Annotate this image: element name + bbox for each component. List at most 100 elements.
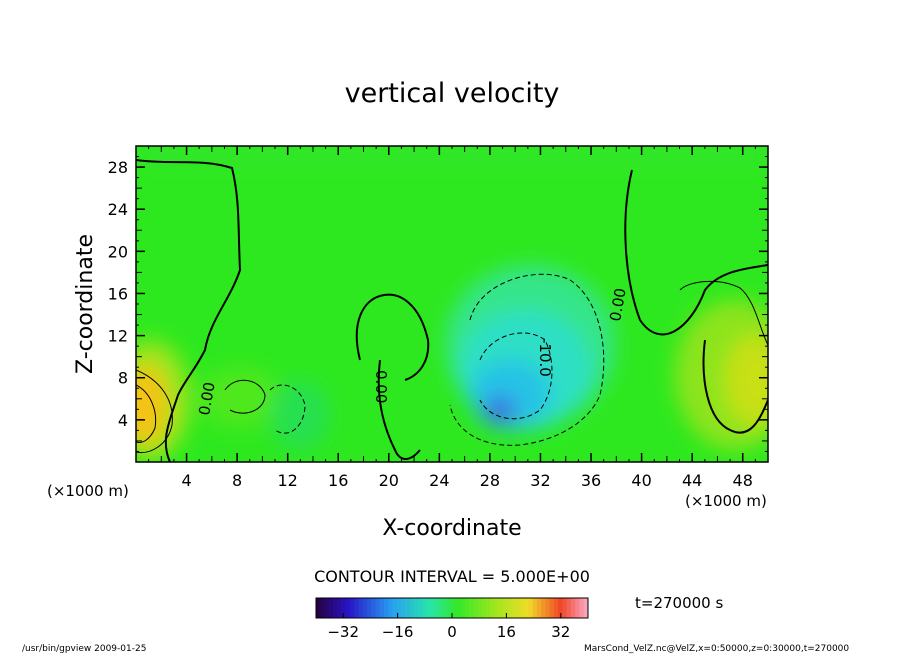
colorbar-cell [439, 598, 444, 618]
x-axis-label: X-coordinate [382, 516, 521, 541]
colorbar-cell [507, 598, 512, 618]
negative-contours [269, 273, 605, 446]
colorbar-cell [413, 598, 419, 618]
colorbar-cell [511, 598, 517, 618]
colorbar-cell [545, 598, 551, 618]
colorbar-cell [337, 598, 342, 618]
colorbar-cell [503, 598, 508, 618]
colorbar-cell [541, 598, 546, 618]
colorbar: −32 −16 0 16 32 [315, 597, 589, 641]
x-tick-label: 20 [379, 471, 399, 490]
colorbar-cell [401, 598, 406, 618]
colorbar-cell [405, 598, 410, 618]
x-tick-label: 4 [181, 471, 191, 490]
colorbar-cell [452, 598, 457, 618]
colorbar-cell [549, 598, 555, 618]
colorbar-tick-label: −16 [382, 623, 414, 641]
colorbar-cell [350, 598, 355, 618]
colorbar-cell [566, 598, 572, 618]
colorbar-cell [477, 598, 483, 618]
y-tick-label: 28 [108, 158, 128, 177]
colorbar-cell [558, 598, 563, 618]
colorbar-cell [367, 598, 372, 618]
colorbar-cell [571, 598, 576, 618]
contour-label-4: -10.0 [536, 338, 554, 377]
y-tick-label: 4 [118, 411, 128, 430]
colorbar-cell [354, 598, 359, 618]
x-tick-label: 12 [278, 471, 298, 490]
colorbar-cell [447, 598, 453, 618]
y-axis-ticks: 4 8 12 16 20 24 28 [108, 145, 768, 463]
colorbar-cell [333, 598, 338, 618]
colorbar-cell [520, 598, 525, 618]
time-label: t=270000 s [635, 594, 723, 612]
colorbar-cell [320, 598, 325, 618]
y-tick-label: 20 [108, 242, 128, 261]
x-tick-label: 28 [480, 471, 500, 490]
colorbar-cell [486, 598, 491, 618]
colorbar-cell [469, 598, 474, 618]
y-tick-label: 8 [118, 369, 128, 388]
colorbar-cell [443, 598, 449, 618]
contour-interval-text: CONTOUR INTERVAL = 5.000E+00 [314, 567, 590, 586]
colorbar-cell [494, 598, 500, 618]
footer-left: /usr/bin/gpview 2009-01-25 [22, 644, 146, 654]
contour-label-1: 0.00 [195, 381, 219, 417]
chart-title: vertical velocity [345, 78, 560, 109]
colorbar-cell [384, 598, 389, 618]
colorbar-cell [375, 598, 381, 618]
colorbar-cell [396, 598, 402, 618]
x-tick-label: 40 [631, 471, 651, 490]
colorbar-cell [362, 598, 368, 618]
x-tick-label: 16 [328, 471, 348, 490]
colorbar-cell [583, 598, 589, 618]
x-unit-left: (×1000 m) [47, 482, 129, 500]
colorbar-cell [418, 598, 423, 618]
x-tick-label: 32 [530, 471, 550, 490]
y-tick-label: 12 [108, 327, 128, 346]
y-axis-label: Z-coordinate [73, 234, 98, 374]
colorbar-cell [328, 598, 334, 618]
colorbar-cell [409, 598, 415, 618]
colorbar-cell [460, 598, 466, 618]
plot-area: 0.00 0.00 0.00 -10.0 [136, 146, 768, 462]
colorbar-cell [464, 598, 470, 618]
colorbar-tick-label: −32 [327, 623, 359, 641]
colorbar-cell [456, 598, 461, 618]
colorbar-cell [345, 598, 351, 618]
colorbar-cell [498, 598, 504, 618]
colorbar-tick-label: 0 [447, 623, 457, 641]
x-tick-label: 8 [232, 471, 242, 490]
colorbar-cell [422, 598, 427, 618]
colorbar-cell [316, 598, 321, 618]
positive-contours [136, 280, 768, 454]
colorbar-cell [490, 598, 495, 618]
colorbar-cell [554, 598, 559, 618]
colorbar-cell [473, 598, 478, 618]
colorbar-cell [579, 598, 585, 618]
colorbar-cell [392, 598, 398, 618]
colorbar-cell [575, 598, 580, 618]
colorbar-cell [524, 598, 529, 618]
colorbar-cell [358, 598, 364, 618]
x-tick-label: 48 [733, 471, 753, 490]
colorbar-cell [324, 598, 330, 618]
colorbar-tick-label: 32 [551, 623, 570, 641]
contour-label-2: 0.00 [372, 370, 390, 403]
x-tick-label: 24 [429, 471, 449, 490]
colorbar-cell [426, 598, 432, 618]
colorbar-cell [435, 598, 440, 618]
x-tick-label: 36 [581, 471, 601, 490]
footer-right: MarsCond_VelZ.nc@VelZ,x=0:50000,z=0:3000… [584, 644, 849, 654]
colorbar-cell [515, 598, 521, 618]
y-unit-right: (×1000 m) [685, 492, 767, 510]
colorbar-cell [371, 598, 376, 618]
colorbar-cell [430, 598, 436, 618]
colorbar-tick-label: 16 [497, 623, 516, 641]
y-tick-label: 24 [108, 200, 128, 219]
y-tick-label: 16 [108, 284, 128, 303]
colorbar-cell [388, 598, 393, 618]
colorbar-cell [379, 598, 385, 618]
x-tick-label: 44 [682, 471, 702, 490]
